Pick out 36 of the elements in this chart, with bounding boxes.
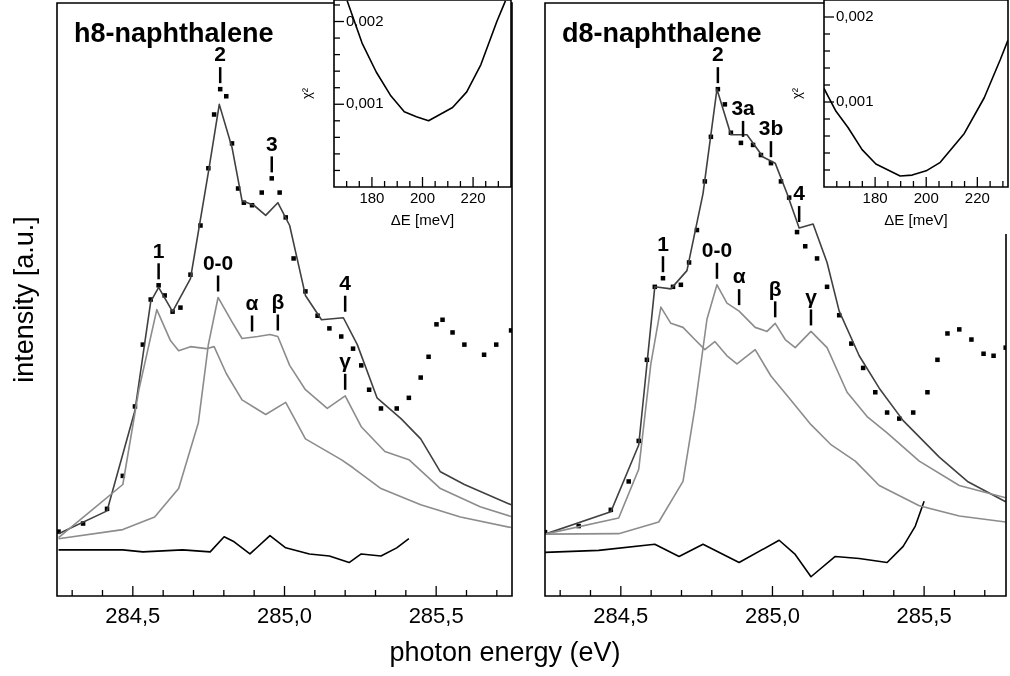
annotation: 1 — [152, 238, 165, 262]
x-tick-label: 180 — [359, 189, 385, 207]
annotation: 4 — [793, 181, 806, 205]
annotation: 0-0 — [202, 250, 234, 274]
x-axis-title: photon energy (eV) — [388, 637, 622, 668]
x-tick-label: 284,5 — [105, 603, 161, 629]
annotation: β — [271, 289, 285, 313]
annotation: α — [732, 264, 746, 288]
y-tick-label: 0,001 — [836, 92, 874, 110]
x-tick-label: 285,0 — [256, 603, 313, 629]
annotation: β — [768, 276, 782, 300]
x-tick-label: 200 — [913, 189, 939, 207]
annotation: 0-0 — [701, 238, 733, 262]
x-axis-title: ΔE [meV] — [390, 211, 455, 229]
annotation: 3 — [265, 131, 278, 155]
x-tick-label: 285,5 — [896, 603, 952, 629]
annotation: 1 — [657, 231, 670, 255]
y-axis-title: intensity [a.u.] — [9, 216, 40, 383]
y-tick-label: 0,001 — [346, 94, 384, 112]
y-axis-title: χ² — [789, 87, 805, 100]
x-axis-title: ΔE [meV] — [884, 211, 948, 229]
x-tick-label: 220 — [460, 189, 486, 207]
annotation: 4 — [339, 271, 352, 295]
annotation: 3a — [731, 96, 756, 120]
x-tick-label: 285,0 — [744, 603, 800, 629]
annotation: γ — [339, 349, 352, 373]
x-tick-label: 200 — [409, 189, 436, 207]
annotation: γ — [805, 284, 818, 308]
y-tick-label: 0,002 — [836, 7, 874, 25]
x-tick-label: 284,5 — [593, 603, 649, 629]
x-tick-label: 220 — [964, 189, 990, 207]
x-tick-label: 285,5 — [408, 603, 464, 629]
y-axis-title: χ² — [299, 87, 315, 100]
annotation: α — [245, 290, 259, 314]
x-tick-label: 180 — [862, 189, 888, 207]
annotation: 3b — [758, 116, 784, 140]
